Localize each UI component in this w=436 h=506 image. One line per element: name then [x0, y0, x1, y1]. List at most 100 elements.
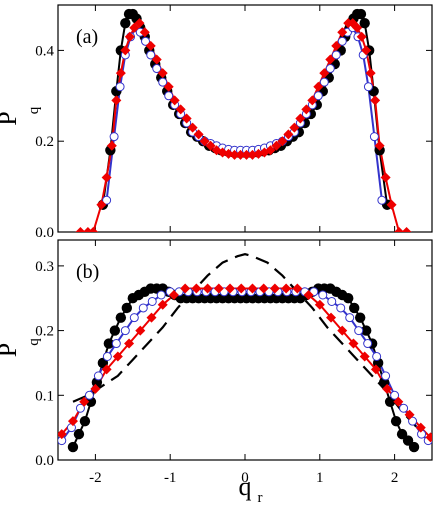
black-circle-point — [67, 441, 79, 453]
open-circle-point — [102, 195, 112, 205]
open-circle-point — [129, 313, 139, 323]
red-diamond-point — [292, 283, 303, 294]
red-diamond-point — [425, 432, 432, 443]
red-diamond-point — [370, 364, 381, 375]
x-axis-label-subscript: r — [258, 490, 263, 506]
red-diamond-point — [269, 283, 280, 294]
red-diamond-point — [101, 364, 112, 375]
black-circle-point — [103, 338, 115, 349]
red-diamond-point — [213, 283, 224, 294]
y-axis-label: P — [0, 343, 22, 357]
open-circle-point — [345, 313, 355, 323]
red-diamond-point — [356, 31, 367, 42]
y-tick-label: 0.2 — [35, 134, 54, 150]
red-diamond-point — [145, 40, 156, 51]
red-diamond-point — [281, 283, 292, 294]
red-diamond-point — [96, 199, 107, 210]
red-diamond-point — [241, 149, 252, 160]
open-circle-point — [109, 132, 119, 142]
open-circle-point — [363, 339, 373, 349]
red-diamond-point — [191, 283, 202, 294]
red-diamond-point — [175, 104, 186, 115]
black-circle-point — [408, 441, 420, 453]
red-diamond-point — [326, 312, 337, 323]
series-line-filled-diamond — [60, 287, 432, 439]
red-diamond-point — [151, 54, 162, 65]
red-diamond-point — [265, 145, 276, 156]
y-tick-label: 0.3 — [35, 259, 54, 275]
red-diamond-point — [359, 351, 370, 362]
red-diamond-point — [361, 45, 372, 56]
data-area — [75, 8, 412, 232]
red-diamond-point — [314, 299, 325, 310]
open-circle-point — [164, 91, 174, 101]
open-circle-point — [390, 390, 400, 400]
black-circle-point — [73, 428, 85, 440]
y-tick-label: 0.1 — [35, 388, 54, 404]
red-diamond-point — [289, 122, 300, 133]
red-diamond-point — [393, 396, 404, 407]
red-diamond-point — [307, 95, 318, 106]
red-diamond-point — [157, 68, 168, 79]
y-axis-label-subscript: q — [26, 106, 42, 114]
open-circle-point — [377, 195, 387, 205]
series-dashed-curve — [72, 253, 418, 429]
red-diamond-point — [101, 172, 112, 183]
black-circle-point — [359, 17, 370, 29]
red-diamond-point — [313, 81, 324, 92]
red-diamond-point — [337, 27, 348, 38]
red-diamond-point — [112, 351, 123, 362]
x-tick-label: 0 — [241, 470, 249, 486]
red-diamond-point — [163, 81, 174, 92]
red-diamond-point — [319, 68, 330, 79]
red-diamond-point — [325, 54, 336, 65]
open-circle-point — [325, 64, 335, 74]
red-diamond-point — [205, 140, 216, 151]
red-diamond-point — [352, 22, 363, 33]
y-axis-label-subscript: q — [26, 338, 42, 346]
red-diamond-point — [106, 140, 117, 151]
open-circle-point — [354, 326, 364, 336]
red-diamond-point — [58, 429, 67, 440]
red-diamond-point — [180, 283, 191, 294]
red-diamond-point — [79, 396, 90, 407]
x-tick-label: -1 — [164, 470, 177, 486]
open-circle-point — [111, 339, 121, 349]
open-circle-point — [363, 82, 373, 92]
red-diamond-point — [90, 383, 101, 394]
red-diamond-point — [415, 422, 426, 433]
black-circle-point — [109, 325, 121, 336]
red-diamond-point — [394, 227, 405, 232]
red-diamond-point — [199, 136, 210, 147]
red-diamond-point — [370, 95, 381, 106]
y-tick-label: 0.4 — [35, 43, 54, 59]
panel-a: 0.0 0.2 0.4 (a) Pq — [0, 4, 433, 241]
panel-label: (b) — [76, 261, 99, 283]
open-circle-point — [337, 36, 347, 46]
open-circle-point — [102, 351, 112, 361]
red-diamond-point — [236, 283, 247, 294]
red-diamond-point — [223, 148, 234, 159]
open-circle-point — [399, 403, 409, 413]
red-diamond-point — [134, 18, 145, 29]
black-circle-point — [355, 8, 367, 20]
open-circle-point — [331, 50, 341, 60]
black-circle-point — [120, 17, 131, 29]
y-tick-label: 0.0 — [35, 453, 54, 469]
open-circle-point — [313, 91, 323, 101]
red-diamond-point — [277, 136, 288, 147]
y-axis-label: P — [0, 111, 22, 125]
red-diamond-point — [157, 299, 168, 310]
open-circle-point — [141, 36, 151, 46]
x-tick-label: 2 — [391, 470, 399, 486]
x-axis-label: q — [239, 472, 252, 501]
open-circle-point — [408, 416, 418, 426]
red-diamond-point — [139, 27, 150, 38]
red-diamond-point — [111, 95, 122, 106]
open-circle-point — [369, 132, 379, 142]
red-diamond-point — [382, 383, 393, 394]
black-circle-point — [354, 312, 366, 323]
black-circle-point — [390, 415, 402, 427]
